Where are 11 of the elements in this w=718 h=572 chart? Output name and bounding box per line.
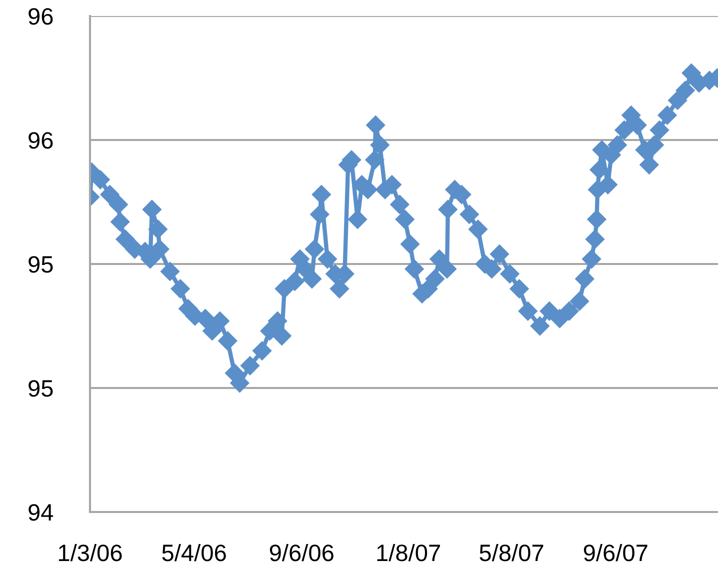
x-tick-label: 1/3/06 (58, 544, 122, 562)
x-tick-label: 5/4/06 (162, 544, 226, 562)
x-tick-label: 1/8/07 (377, 544, 440, 562)
y-tick-label: 95 (28, 256, 53, 273)
y-tick-label: 95 (28, 380, 53, 397)
x-tick-label: 5/8/07 (480, 544, 544, 562)
y-tick-label: 96 (28, 132, 53, 149)
x-tick-label: 9/6/06 (270, 544, 334, 562)
y-tick-label: 94 (28, 504, 54, 521)
x-tick-label: 9/6/07 (584, 544, 648, 562)
y-tick-label: 96 (28, 8, 53, 25)
